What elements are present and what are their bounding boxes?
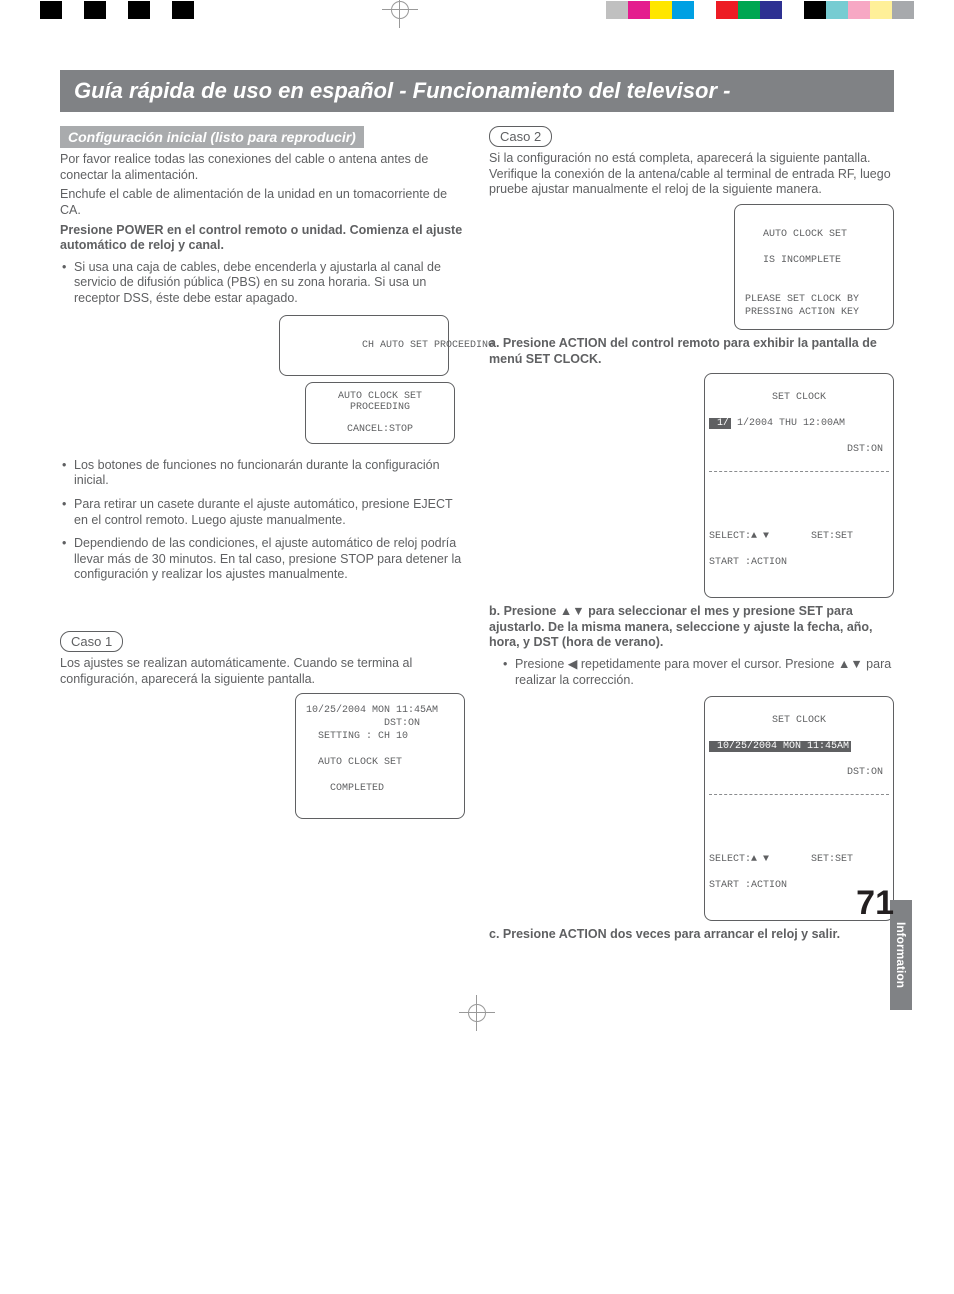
screen-ch-auto-set: CH AUTO SET PROCEEDING — [279, 315, 449, 376]
screen-foot: SELECT:▲ ▼ SET:SET — [709, 853, 889, 866]
caso2-pill: Caso 2 — [489, 126, 552, 147]
page-title: Guía rápida de uso en español - Funciona… — [74, 78, 730, 103]
bullet-cablebox: Si usa una caja de cables, debe encender… — [60, 260, 465, 307]
caso1-pill: Caso 1 — [60, 631, 123, 652]
screen-dst: DST:ON — [709, 766, 889, 779]
page-number: 71 — [856, 884, 894, 923]
screen-title: SET CLOCK — [709, 714, 889, 727]
screen-completed: 10/25/2004 MON 11:45AM DST:ON SETTING : … — [295, 693, 465, 819]
step-c: c. Presione ACTION dos veces para arranc… — [489, 927, 894, 943]
para-plug: Enchufe el cable de alimentación de la u… — [60, 187, 465, 218]
subhead-config: Configuración inicial (listo para reprod… — [60, 126, 364, 148]
bullet-eject: Para retirar un casete durante el ajuste… — [60, 497, 465, 528]
screen-hl: 10/25/2004 MON 11:45AM — [709, 741, 851, 752]
screen-set-clock-1: SET CLOCK 1/ 1/2004 THU 12:00AM DST:ON S… — [704, 373, 894, 598]
screen-line: AUTO CLOCK SET — [338, 391, 422, 402]
screen-incomplete: AUTO CLOCK SET IS INCOMPLETE PLEASE SET … — [734, 204, 894, 330]
crop-target-bottom — [467, 1003, 487, 1023]
color-bar-left — [40, 1, 194, 19]
screen-foot: START :ACTION — [709, 556, 889, 569]
screen-dst: DST:ON — [709, 443, 889, 456]
page: Guía rápida de uso en español - Funciona… — [0, 40, 954, 963]
caso2-para: Si la configuración no está completa, ap… — [489, 151, 894, 198]
screen-hl: 1/ — [709, 418, 731, 429]
left-column: Configuración inicial (listo para reprod… — [60, 126, 465, 943]
color-bar-right — [606, 1, 914, 19]
registration-marks-bottom — [0, 1003, 954, 1043]
bullet-buttons-disabled: Los botones de funciones no funcionarán … — [60, 458, 465, 489]
crop-target-top — [390, 0, 410, 20]
screen-foot: SELECT:▲ ▼ SET:SET — [709, 530, 889, 543]
page-title-banner: Guía rápida de uso en español - Funciona… — [60, 70, 894, 112]
bullet-30min: Dependiendo de las condiciones, el ajust… — [60, 536, 465, 583]
step-a: a. Presione ACTION del control remoto pa… — [489, 336, 894, 367]
step-b: b. Presione ▲▼ para seleccionar el mes y… — [489, 604, 894, 651]
caso1-para: Los ajustes se realizan automáticamente.… — [60, 656, 465, 687]
screen-line: PROCEEDING — [350, 402, 410, 413]
screen-auto-clock: AUTO CLOCK SET PROCEEDING CANCEL:STOP — [305, 382, 455, 444]
screen-line: CH AUTO SET PROCEEDING — [362, 340, 494, 351]
screen-title: SET CLOCK — [709, 391, 889, 404]
step-b-sub: Presione ◀ repetidamente para mover el c… — [501, 657, 894, 688]
registration-marks-top — [0, 0, 954, 40]
para-power-bold: Presione POWER en el control remoto o un… — [60, 223, 465, 254]
right-column: Caso 2 Si la configuración no está compl… — [489, 126, 894, 943]
para-connections: Por favor realice todas las conexiones d… — [60, 152, 465, 183]
screen-rest: 1/2004 THU 12:00AM — [731, 418, 845, 429]
screen-line: CANCEL:STOP — [347, 424, 413, 435]
